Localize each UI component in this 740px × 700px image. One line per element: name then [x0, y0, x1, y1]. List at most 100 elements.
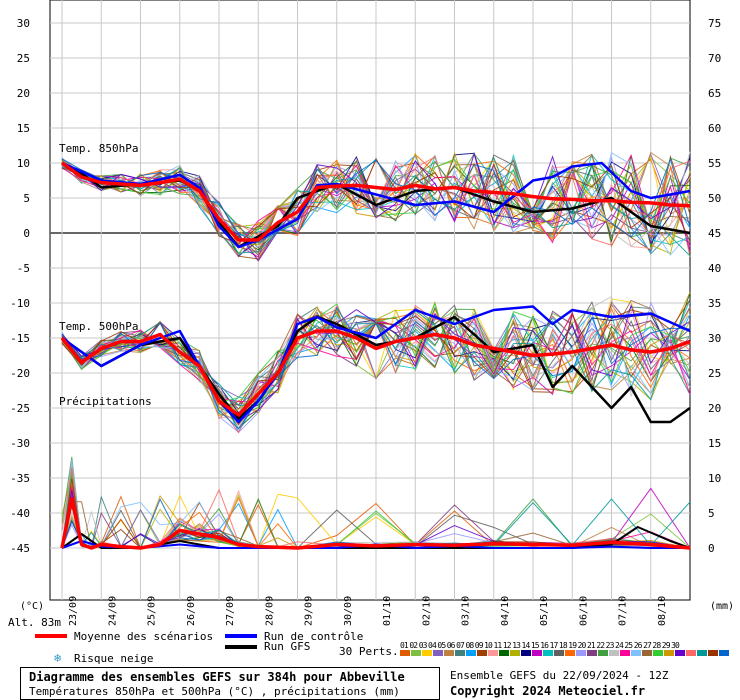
ylabel-right: (mm): [710, 601, 734, 612]
y-tick-right: 0: [708, 542, 715, 555]
mean-500-line: [60, 329, 691, 417]
mean-850-line: [60, 161, 691, 242]
pert-swatch: [455, 650, 465, 656]
altitude-label: Alt. 83m: [8, 616, 61, 629]
footer-subtitle: Températures 850hPa et 500hPa (°C) , pré…: [29, 685, 400, 698]
y-tick-left: 25: [17, 52, 30, 65]
pert-swatch: [719, 650, 729, 656]
pert-swatch: [499, 650, 509, 656]
y-tick-left: -20: [10, 367, 30, 380]
pert-swatch: [433, 650, 443, 656]
y-tick-left: 15: [17, 122, 30, 135]
pert-swatch: [675, 650, 685, 656]
annotation-850: Temp. 850hPa: [59, 142, 138, 155]
y-tick-right: 40: [708, 262, 721, 275]
member-line: [61, 154, 691, 249]
pert-swatch: [664, 650, 674, 656]
snow-icon: ❄: [54, 651, 62, 665]
pert-numbers: 01 02 03 04 05 06 07 08 09 10 11 12 13 1…: [400, 641, 680, 650]
y-tick-right: 15: [708, 437, 721, 450]
y-tick-left: -40: [10, 507, 30, 520]
member-line: [61, 157, 691, 244]
y-tick-right: 5: [708, 507, 715, 520]
pert-swatch: [532, 650, 542, 656]
pert-swatch: [543, 650, 553, 656]
pert-swatch: [477, 650, 487, 656]
x-tick-label: 26/09: [186, 596, 197, 626]
y-tick-left: -35: [10, 472, 30, 485]
pert-swatch: [598, 650, 608, 656]
pert-swatch: [697, 650, 707, 656]
pert-swatch: [631, 650, 641, 656]
pert-swatch: [422, 650, 432, 656]
pert-swatch: [466, 650, 476, 656]
control-850-line: [61, 161, 691, 249]
y-axis-left: 30 25 20 15 10 5 0 -5 -10 -15 -20 -25 -30 -35 -40 -45: [10, 17, 30, 555]
run-info: Ensemble GEFS du 22/09/2024 - 12Z: [450, 669, 669, 682]
gfs-legend-label: Run GFS: [264, 640, 311, 653]
y-tick-left: 0: [23, 227, 30, 240]
control-swatch: [225, 634, 257, 638]
mean-legend-label: Moyenne des scénarios: [74, 630, 214, 643]
pert-swatches: [400, 650, 730, 656]
pert-swatch: [642, 650, 652, 656]
footer-title: Diagramme des ensembles GEFS sur 384h po…: [29, 670, 405, 684]
ylabel-left: (°C): [20, 601, 44, 612]
x-tick-label: 27/09: [225, 596, 236, 626]
pert-swatch: [510, 650, 520, 656]
pert-swatch: [565, 650, 575, 656]
annotation-precip: Précipitations: [59, 395, 152, 408]
mean-swatch: [35, 634, 67, 638]
pert-swatch: [620, 650, 630, 656]
pert-swatch: [400, 650, 410, 656]
x-tick-label: 02/10: [421, 596, 432, 626]
y-tick-right: 25: [708, 367, 721, 380]
y-tick-left: -45: [10, 542, 30, 555]
y-tick-right: 65: [708, 87, 721, 100]
x-tick-label: 25/09: [147, 596, 158, 626]
x-tick-label: 07/10: [618, 596, 629, 626]
pert-swatch: [708, 650, 718, 656]
main-series: [60, 161, 691, 550]
plot-background: [49, 0, 691, 601]
y-tick-left: 30: [17, 17, 30, 30]
pert-swatch: [587, 650, 597, 656]
snow-legend-label: Risque neige: [74, 652, 154, 665]
y-tick-right: 20: [708, 402, 721, 415]
x-tick-label: 03/10: [461, 596, 472, 626]
control-legend-label: Run de contrôle: [264, 630, 364, 643]
pert-swatch: [411, 650, 421, 656]
control-500-line: [61, 305, 691, 424]
y-tick-right: 30: [708, 332, 721, 345]
pert-swatch: [488, 650, 498, 656]
y-tick-left: 20: [17, 87, 30, 100]
x-tick-label: 04/10: [500, 596, 511, 626]
y-tick-left: -10: [10, 297, 30, 310]
y-tick-right: 35: [708, 297, 721, 310]
y-tick-right: 70: [708, 52, 721, 65]
y-tick-right: 45: [708, 227, 721, 240]
footer-box: Diagramme des ensembles GEFS sur 384h po…: [20, 667, 440, 700]
member-line: [61, 158, 691, 255]
gfs-swatch: [225, 645, 257, 649]
y-tick-left: -15: [10, 332, 30, 345]
pert-swatch: [653, 650, 663, 656]
perts-label: 30 Perts.: [339, 645, 399, 658]
y-tick-right: 50: [708, 192, 721, 205]
x-tick-label: 30/09: [343, 596, 354, 626]
x-tick-label: 08/10: [657, 596, 668, 626]
pert-swatch: [609, 650, 619, 656]
x-tick-label: 24/09: [107, 596, 118, 626]
pert-swatch: [686, 650, 696, 656]
y-tick-right: 60: [708, 122, 721, 135]
grid: [50, 0, 690, 600]
y-tick-left: 10: [17, 157, 30, 170]
y-tick-left: 5: [23, 192, 30, 205]
pert-swatch: [576, 650, 586, 656]
copyright: Copyright 2024 Meteociel.fr: [450, 684, 646, 698]
x-tick-label: 28/09: [264, 596, 275, 626]
mean-precip-line: [60, 497, 691, 550]
pert-swatch: [554, 650, 564, 656]
pert-swatch: [521, 650, 531, 656]
